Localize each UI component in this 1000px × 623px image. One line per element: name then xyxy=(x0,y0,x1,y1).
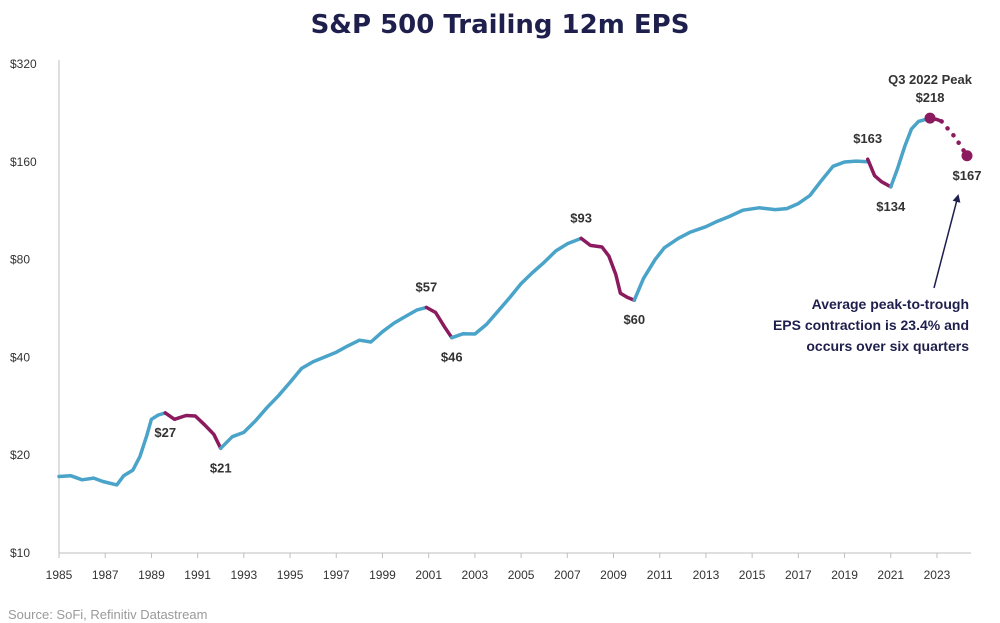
x-tick-label: 2021 xyxy=(877,568,904,582)
data-point-marker xyxy=(924,112,936,124)
data-label: $46 xyxy=(441,350,463,365)
axes: $10 $20 $40 $80 $160 $320 1985 1987 1989 1991 1993… xyxy=(10,57,971,582)
contraction-note-line: Average peak-to-trough xyxy=(812,296,969,312)
x-tick-label: 2023 xyxy=(924,568,951,582)
x-tick-label: 1997 xyxy=(323,568,350,582)
x-tick-label: 2015 xyxy=(739,568,766,582)
projection-series-line xyxy=(939,119,970,159)
x-tick-label: 1985 xyxy=(46,568,73,582)
x-tick-label: 2003 xyxy=(462,568,489,582)
data-labels: $27 $21 $57 $46 $93 $60 $163 $134 $218 $167 xyxy=(154,90,981,475)
contraction-series-line xyxy=(579,236,637,302)
x-tick-label: 1991 xyxy=(184,568,211,582)
annotation-group: Q3 2022 Peak Average peak-to-trough EPS co… xyxy=(773,72,973,354)
expansion-series-line xyxy=(450,236,583,340)
data-label: $60 xyxy=(623,312,645,327)
source-note: Source: SoFi, Refinitiv Datastream xyxy=(8,607,208,622)
data-label: $93 xyxy=(570,210,592,225)
contraction-series-line xyxy=(424,305,454,340)
y-tick-label: $160 xyxy=(10,155,37,169)
x-tick-label: 1993 xyxy=(230,568,257,582)
x-tick-label: 1989 xyxy=(138,568,165,582)
contraction-note-line: EPS contraction is 23.4% and xyxy=(773,317,969,333)
x-tick-label: 2017 xyxy=(785,568,812,582)
x-tick-label: 2013 xyxy=(693,568,720,582)
chart-title: S&P 500 Trailing 12m EPS xyxy=(310,10,690,40)
x-tick-label: 2009 xyxy=(600,568,627,582)
data-point-marker xyxy=(961,150,973,162)
x-tick-label: 1999 xyxy=(369,568,396,582)
x-tick-label: 2007 xyxy=(554,568,581,582)
data-label: $163 xyxy=(853,131,882,146)
y-tick-label: $40 xyxy=(10,350,30,364)
data-label: $218 xyxy=(916,90,945,105)
series-lines xyxy=(57,112,973,487)
expansion-series-line xyxy=(57,411,168,487)
x-tick-label: 2005 xyxy=(508,568,535,582)
x-tick-label: 1987 xyxy=(92,568,119,582)
y-tick-label: $320 xyxy=(10,57,37,71)
x-tick-label: 1995 xyxy=(277,568,304,582)
expansion-series-line xyxy=(889,116,932,189)
contraction-series-line xyxy=(865,157,893,189)
contraction-note-line: occurs over six quarters xyxy=(806,338,969,354)
y-tick-label: $80 xyxy=(10,253,30,267)
data-label: $167 xyxy=(953,168,982,183)
y-tick-label: $10 xyxy=(10,546,30,560)
peak-label: Q3 2022 Peak xyxy=(888,72,973,87)
data-label: $134 xyxy=(876,199,906,214)
expansion-series-line xyxy=(632,159,870,302)
contraction-series-line xyxy=(163,411,223,451)
expansion-series-line xyxy=(218,305,429,451)
x-tick-label: 2011 xyxy=(647,568,673,582)
x-tick-label: 2019 xyxy=(831,568,858,582)
data-label: $21 xyxy=(210,460,232,475)
data-label: $57 xyxy=(416,279,438,294)
x-tick-label: 2001 xyxy=(415,568,442,582)
note-arrow xyxy=(933,194,961,289)
y-tick-label: $20 xyxy=(10,448,30,462)
data-label: $27 xyxy=(154,425,176,440)
